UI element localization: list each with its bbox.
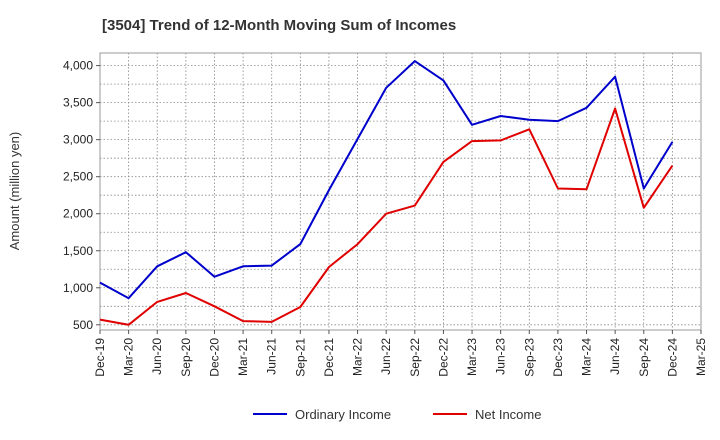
series-line-ordinary-income — [99, 60, 674, 300]
x-tick-label: Jun-24 — [608, 338, 622, 375]
x-tick-label: Mar-24 — [580, 338, 594, 376]
chart-title: [3504] Trend of 12-Month Moving Sum of I… — [102, 17, 456, 34]
x-tick-label: Sep-24 — [637, 338, 651, 377]
y-tick-label: 1,000 — [63, 281, 93, 295]
x-tick-label: Jun-23 — [494, 338, 508, 375]
y-tick-label: 4,000 — [63, 59, 93, 73]
y-tick-label: 2,000 — [63, 207, 93, 221]
x-tick-label: Jun-21 — [265, 338, 279, 375]
x-tick-label: Mar-23 — [465, 338, 479, 376]
x-tick-label: Sep-22 — [408, 338, 422, 377]
y-tick-label: 2,500 — [63, 170, 93, 184]
y-tick-label: 3,500 — [63, 96, 93, 110]
y-axis-label: Amount (million yen) — [7, 132, 22, 251]
x-tick-label: Dec-23 — [551, 338, 565, 377]
y-tick-label: 3,000 — [63, 133, 93, 147]
x-tick-label: Sep-20 — [179, 338, 193, 377]
x-tick-label: Dec-21 — [322, 338, 336, 377]
x-tick-label: Sep-23 — [522, 338, 536, 377]
x-tick-label: Sep-21 — [293, 338, 307, 377]
x-tick-label: Mar-25 — [694, 338, 708, 376]
series-group — [99, 60, 674, 326]
x-tick-label: Dec-22 — [436, 338, 450, 377]
x-tick-label: Dec-20 — [207, 338, 221, 377]
x-axis: Dec-19 Mar-20 Jun-20 Sep-20 Dec-20 Mar-21 Jun-… — [93, 330, 708, 377]
x-tick-label: Jun-20 — [150, 338, 164, 375]
series-line-net-income — [99, 107, 674, 326]
x-tick-label: Dec-19 — [93, 338, 107, 377]
gridlines — [100, 53, 701, 330]
y-tick-label: 500 — [73, 318, 93, 332]
y-tick-label: 1,500 — [63, 244, 93, 258]
x-tick-label: Mar-20 — [122, 338, 136, 376]
x-tick-label: Mar-22 — [351, 338, 365, 376]
y-axis: 500 1,000 1,500 2,000 2,500 3,000 3,500 4,000 — [63, 59, 100, 332]
x-tick-label: Mar-21 — [236, 338, 250, 376]
x-tick-label: Jun-22 — [379, 338, 393, 375]
x-tick-label: Dec-24 — [665, 338, 679, 377]
legend-label-ordinary-income: Ordinary Income — [295, 407, 391, 422]
plot-area — [99, 52, 702, 331]
legend: Ordinary Income Net Income — [253, 407, 541, 422]
legend-label-net-income: Net Income — [475, 407, 541, 422]
